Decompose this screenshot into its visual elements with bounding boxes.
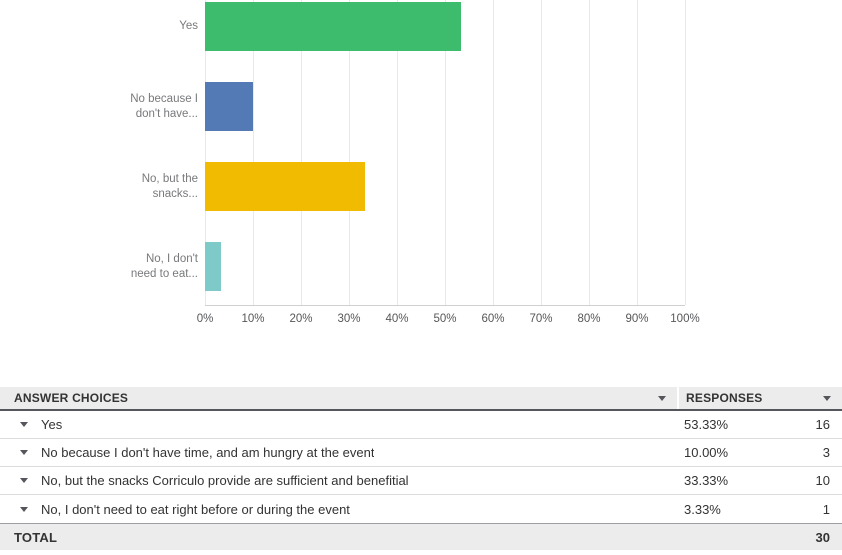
- row-expand-caret-icon[interactable]: [20, 506, 28, 512]
- answer-label: No, I don't need to eat right before or …: [41, 501, 350, 517]
- gridline: [685, 0, 686, 305]
- category-label-line: No, but the: [141, 172, 198, 185]
- x-tick-label: 50%: [433, 313, 457, 325]
- response-percent: 33.33%: [684, 473, 729, 488]
- responses-cell: 33.33% 10: [677, 473, 842, 488]
- gridline: [589, 0, 590, 305]
- category-label-line: don't have...: [135, 107, 198, 120]
- responses-header: RESPONSES: [677, 387, 842, 409]
- table-row: No, I don't need to eat right before or …: [0, 495, 842, 523]
- category-label-line: No, I don't: [145, 252, 198, 265]
- x-tick-label: 40%: [385, 313, 409, 325]
- category-label: Yes: [0, 2, 198, 51]
- table-header: ANSWER CHOICES RESPONSES: [0, 387, 842, 411]
- answer-choices-header: ANSWER CHOICES: [0, 387, 677, 409]
- gridline: [205, 0, 206, 305]
- category-label: No, I don't need to eat...: [0, 242, 198, 291]
- category-label: No, but the snacks...: [0, 162, 198, 211]
- x-tick-label: 20%: [289, 313, 313, 325]
- plot-area: [205, 0, 686, 306]
- answer-cell: No because I don't have time, and am hun…: [0, 445, 677, 460]
- gridline: [445, 0, 446, 305]
- answer-label: No because I don't have time, and am hun…: [41, 445, 375, 460]
- responses-cell: 3.33% 1: [677, 502, 842, 517]
- responses-cell: 10.00% 3: [677, 445, 842, 460]
- row-expand-caret-icon[interactable]: [20, 450, 28, 455]
- response-count: 16: [815, 417, 830, 432]
- chart-bar[interactable]: [205, 162, 365, 211]
- response-count: 3: [822, 445, 830, 460]
- answer-label: Yes: [41, 417, 63, 432]
- gridline: [253, 0, 254, 305]
- x-tick-label: 80%: [577, 313, 601, 325]
- table-row: No because I don't have time, and am hun…: [0, 439, 842, 467]
- table-row: No, but the snacks Corriculo provide are…: [0, 467, 842, 495]
- category-label-line: need to eat...: [130, 267, 198, 280]
- responses-header-label: RESPONSES: [686, 391, 763, 405]
- responses-cell: 53.33% 16: [677, 417, 842, 432]
- total-count: 30: [815, 529, 830, 545]
- x-tick-label: 90%: [625, 313, 649, 325]
- response-percent: 53.33%: [684, 417, 729, 432]
- gridline: [493, 0, 494, 305]
- row-expand-caret-icon[interactable]: [20, 422, 28, 427]
- category-label-line: Yes: [179, 20, 198, 32]
- chart-bar[interactable]: [205, 2, 461, 51]
- gridline: [397, 0, 398, 305]
- response-count: 1: [822, 501, 830, 517]
- chart-bar[interactable]: [205, 242, 221, 291]
- responses-sort-caret-icon[interactable]: [823, 395, 831, 401]
- gridline: [541, 0, 542, 305]
- survey-bar-chart: Yes No because I don't have... No, but the s…: [0, 0, 700, 325]
- total-row: TOTAL 30: [0, 523, 842, 550]
- gridline: [301, 0, 302, 305]
- gridline: [349, 0, 350, 305]
- x-tick-label: 60%: [481, 313, 505, 325]
- answer-label: No, but the snacks Corriculo provide are…: [41, 473, 409, 488]
- category-label: No because I don't have...: [0, 82, 198, 131]
- x-tick-label: 10%: [241, 313, 265, 325]
- x-tick-label: 0%: [196, 313, 214, 325]
- answer-cell: No, I don't need to eat right before or …: [0, 502, 677, 517]
- response-percent: 10.00%: [684, 445, 729, 460]
- answer-choices-sort-caret-icon[interactable]: [658, 395, 666, 401]
- row-expand-caret-icon[interactable]: [20, 478, 28, 483]
- category-label-line: No because I: [130, 92, 198, 105]
- answer-choices-header-label: ANSWER CHOICES: [14, 391, 129, 405]
- chart-bar[interactable]: [205, 82, 253, 131]
- answer-cell: Yes: [0, 417, 677, 432]
- table-row: Yes 53.33% 16: [0, 411, 842, 439]
- total-label: TOTAL: [14, 529, 58, 545]
- results-table: ANSWER CHOICES RESPONSES Yes 53.33% 16 No b…: [0, 387, 842, 550]
- x-tick-label: 100%: [670, 313, 700, 325]
- answer-cell: No, but the snacks Corriculo provide are…: [0, 473, 677, 488]
- x-tick-label: 30%: [337, 313, 361, 325]
- gridline: [637, 0, 638, 305]
- response-count: 10: [815, 473, 830, 488]
- response-percent: 3.33%: [684, 501, 721, 517]
- x-tick-label: 70%: [529, 313, 553, 325]
- category-label-line: snacks...: [152, 187, 198, 200]
